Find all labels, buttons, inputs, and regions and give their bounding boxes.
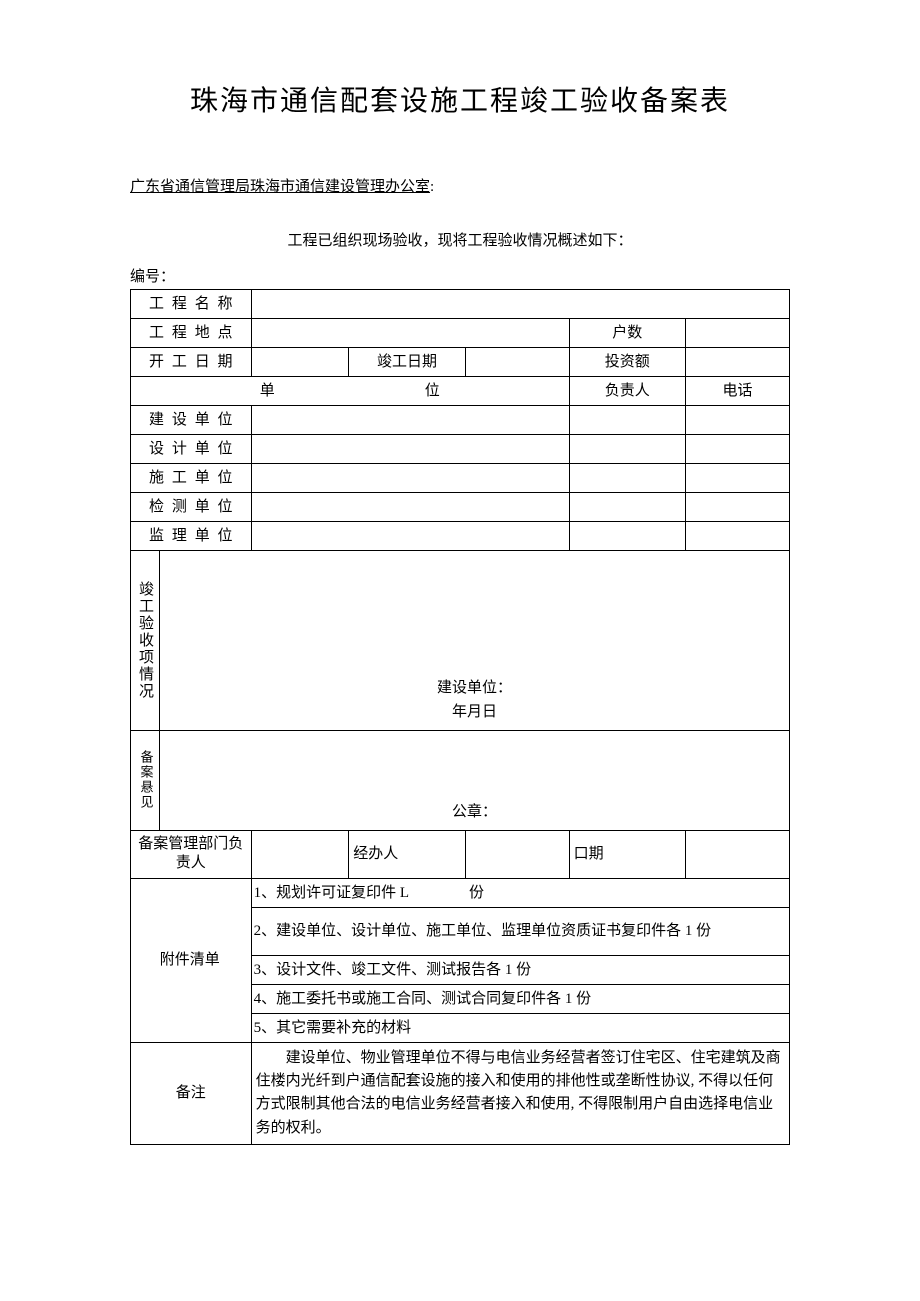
value-date	[686, 830, 790, 878]
label-remark: 备注	[131, 1042, 252, 1144]
row-unit-header: 单 位 负责人 电话	[131, 376, 790, 405]
stamp-date: 年月日	[160, 700, 789, 724]
attach-1-prefix: 1、规划许可证复印件 L	[254, 885, 409, 901]
value-construction-responsible	[569, 405, 685, 434]
intro-text: 工程已组织现场验收，现将工程验收情况概述如下：	[130, 229, 790, 253]
addressee-underline-text: 广东省通信管理局珠海市通信建设管理办公室	[130, 179, 430, 195]
label-record-dept-head: 备案管理部门负责人	[131, 830, 252, 878]
label-handler: 经办人	[349, 830, 465, 878]
value-investment	[686, 347, 790, 376]
value-handler	[465, 830, 569, 878]
row-remark: 备注 建设单位、物业管理单位不得与电信业务经营者签订住宅区、住宅建筑及商住楼内光…	[131, 1042, 790, 1144]
row-acceptance: 竣工验收项情况 建设单位： 年月日	[131, 550, 790, 730]
attach-item-3: 3、设计文件、竣工文件、测试报告各 1 份	[251, 955, 789, 984]
value-design-phone	[686, 434, 790, 463]
label-attachment-list: 附件清单	[131, 878, 252, 1042]
row-inspection-unit: 检测单位	[131, 492, 790, 521]
page-title: 珠海市通信配套设施工程竣工验收备案表	[130, 80, 790, 125]
label-end-date: 竣工日期	[349, 347, 465, 376]
row-design-unit: 设计单位	[131, 434, 790, 463]
acceptance-stamp-block: 建设单位： 年月日	[160, 676, 789, 724]
attach-item-1: 1、规划许可证复印件 L 份	[251, 878, 789, 907]
attach-item-5: 5、其它需要补充的材料	[251, 1013, 789, 1042]
unit-prefix: 单	[260, 383, 348, 399]
value-builder-responsible	[569, 463, 685, 492]
addressee-line: 广东省通信管理局珠海市通信建设管理办公室:	[130, 175, 790, 199]
opinion-stamp-block: 公章：	[160, 800, 789, 824]
label-construction-unit: 建设单位	[131, 405, 252, 434]
row-project-name: 工程名称	[131, 289, 790, 318]
value-builder-unit	[251, 463, 569, 492]
value-supervision-unit	[251, 521, 569, 550]
label-builder-unit: 施工单位	[131, 463, 252, 492]
value-end-date	[465, 347, 569, 376]
serial-label: 编号：	[130, 265, 790, 289]
addressee-suffix: :	[430, 179, 434, 195]
label-responsible: 负责人	[569, 376, 685, 405]
value-record-dept-head	[251, 830, 349, 878]
value-inspection-unit	[251, 492, 569, 521]
label-phone: 电话	[686, 376, 790, 405]
unit-suffix: 位	[425, 383, 440, 399]
label-design-unit: 设计单位	[131, 434, 252, 463]
label-acceptance-status: 竣工验收项情况	[131, 550, 160, 730]
stamp-build-unit: 建设单位：	[160, 676, 789, 700]
value-construction-phone	[686, 405, 790, 434]
value-builder-phone	[686, 463, 790, 492]
label-start-date: 开工日期	[131, 347, 252, 376]
attach-1-suffix: 份	[469, 885, 484, 901]
value-acceptance-status: 建设单位： 年月日	[160, 550, 790, 730]
row-attach-1: 附件清单 1、规划许可证复印件 L份	[131, 878, 790, 907]
value-construction-unit	[251, 405, 569, 434]
value-project-name	[251, 289, 789, 318]
row-record-dept: 备案管理部门负责人 经办人 口期	[131, 830, 790, 878]
label-households: 户数	[569, 318, 685, 347]
label-project-location: 工程地点	[131, 318, 252, 347]
label-project-name: 工程名称	[131, 289, 252, 318]
value-design-unit	[251, 434, 569, 463]
value-households	[686, 318, 790, 347]
value-remark: 建设单位、物业管理单位不得与电信业务经营者签订住宅区、住宅建筑及商住楼内光纤到户…	[251, 1042, 789, 1144]
label-unit-section: 单 位	[131, 376, 570, 405]
label-date: 口期	[569, 830, 685, 878]
row-builder-unit: 施工单位	[131, 463, 790, 492]
label-supervision-unit: 监理单位	[131, 521, 252, 550]
value-record-opinion: 公章：	[160, 730, 790, 830]
label-investment: 投资额	[569, 347, 685, 376]
label-inspection-unit: 检测单位	[131, 492, 252, 521]
value-supervision-phone	[686, 521, 790, 550]
attach-item-2: 2、建设单位、设计单位、施工单位、监理单位资质证书复印件各 1 份	[251, 907, 789, 955]
row-supervision-unit: 监理单位	[131, 521, 790, 550]
row-construction-unit: 建设单位	[131, 405, 790, 434]
stamp-seal: 公章：	[160, 800, 789, 824]
label-record-opinion: 备案悬见	[131, 730, 160, 830]
attach-item-4: 4、施工委托书或施工合同、测试合同复印件各 1 份	[251, 984, 789, 1013]
value-start-date	[251, 347, 349, 376]
value-supervision-responsible	[569, 521, 685, 550]
row-dates: 开工日期 竣工日期 投资额	[131, 347, 790, 376]
row-project-location: 工程地点 户数	[131, 318, 790, 347]
row-record-opinion: 备案悬见 公章：	[131, 730, 790, 830]
value-inspection-phone	[686, 492, 790, 521]
value-inspection-responsible	[569, 492, 685, 521]
value-project-location	[251, 318, 569, 347]
value-design-responsible	[569, 434, 685, 463]
main-table: 工程名称 工程地点 户数 开工日期 竣工日期 投资额 单 位 负责人 电话 建设…	[130, 289, 790, 1145]
